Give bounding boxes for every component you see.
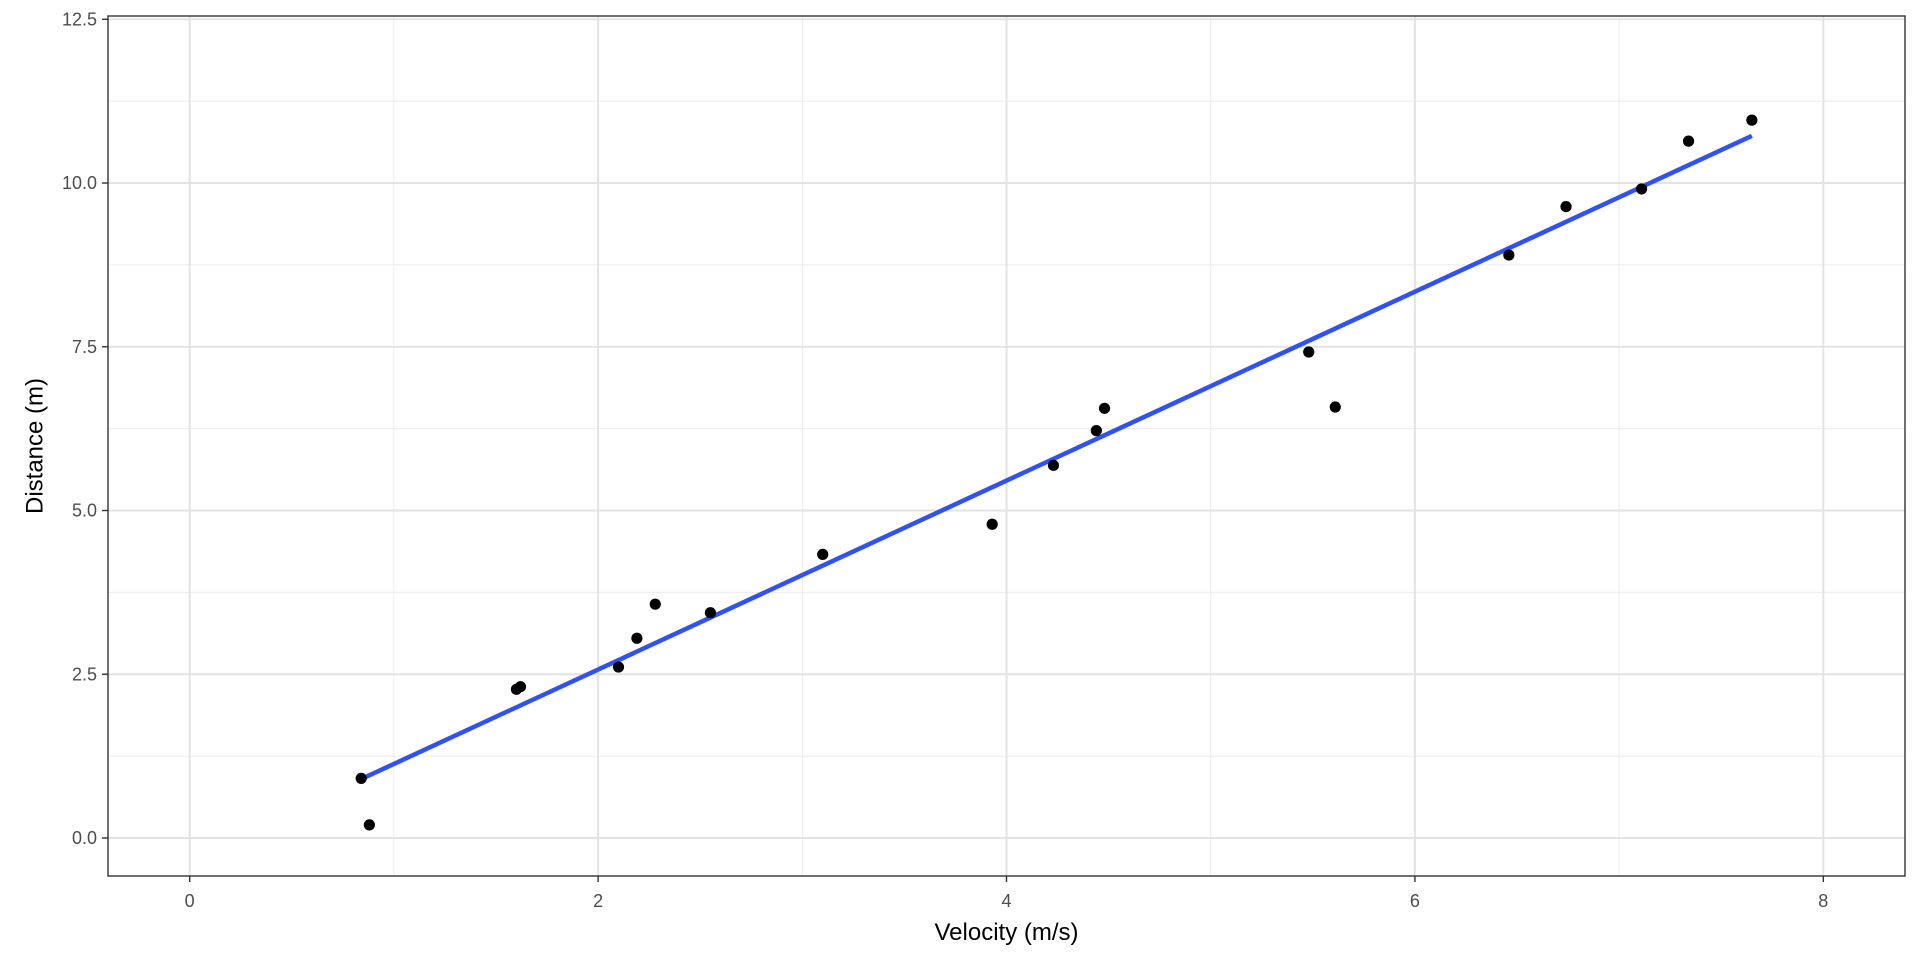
x-tick-label: 4 [1001,891,1011,911]
data-point [1098,402,1111,414]
data-point [631,632,643,644]
data-point [817,548,829,561]
data-point [1090,425,1102,437]
data-point [514,681,527,693]
data-point [1503,249,1515,261]
data-point [1303,346,1315,358]
data-point [704,607,717,619]
y-tick-label: 0.0 [72,828,97,848]
data-point [986,518,998,530]
y-axis-title: Distance (m) [21,378,48,514]
regression-line [360,133,1753,782]
y-tick-label: 7.5 [72,337,97,357]
y-tick-label: 12.5 [62,9,97,29]
data-point [612,661,625,673]
x-axis-title: Velocity (m/s) [934,919,1078,946]
data-point [1047,459,1060,471]
y-tick-label: 10.0 [62,173,97,193]
x-tick-label: 6 [1410,891,1420,911]
y-tick-label: 2.5 [72,664,97,684]
data-point [1682,135,1695,147]
x-tick-label: 0 [185,891,195,911]
data-point [355,772,367,785]
data-point [1635,183,1648,195]
x-tick-label: 8 [1818,891,1828,911]
data-point [649,598,661,610]
data-point [1746,114,1758,126]
y-tick-label: 5.0 [72,501,97,521]
x-tick-label: 2 [593,891,603,911]
data-point [1329,401,1341,413]
data-point [1560,201,1572,213]
data-point [363,819,375,831]
